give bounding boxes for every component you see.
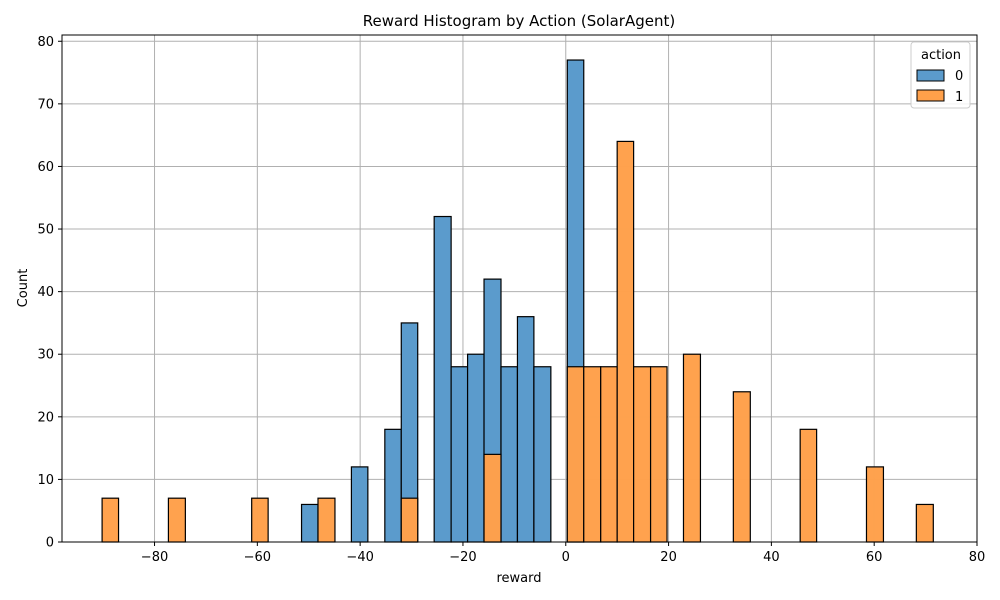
legend-label-0: 0 [955,69,963,84]
legend-swatch-0 [916,69,945,82]
x-tick-label-0: −80 [141,550,168,565]
y-tick-label-8: 80 [37,35,54,50]
y-tick-label-2: 20 [37,410,54,425]
series-1-bars [101,140,934,543]
y-axis: 0 10 20 30 40 50 60 70 80 [37,35,62,551]
bar-action-1-14 [799,428,818,543]
bar-action-1-3 [317,497,336,543]
bar-action-1-15 [865,466,885,543]
bar-action-0-10 [533,366,552,543]
bar-action-0-9 [516,316,535,543]
x-tick-label-7: 60 [866,550,883,565]
legend: action 0 1 [910,41,971,109]
y-tick-label-3: 30 [37,348,54,363]
y-tick-label-1: 10 [37,473,54,488]
bar-action-1-10 [633,366,652,543]
bar-action-1-9 [616,140,635,543]
bar-action-1-16 [915,503,934,543]
x-tick-label-1: −60 [244,550,271,565]
bar-action-0-0 [300,503,319,543]
y-tick-label-7: 70 [37,97,54,112]
y-axis-title: Count [16,269,31,308]
x-tick-label-5: 20 [660,550,677,565]
bar-action-0-4 [433,215,452,543]
bar-action-1-6 [566,366,585,543]
bar-action-0-1 [350,466,369,543]
bar-action-1-13 [732,391,751,543]
bar-action-0-8 [500,366,519,543]
plot-frame [61,34,978,543]
bar-action-0-5 [450,366,469,543]
bar-action-1-1 [167,497,186,543]
x-tick-label-6: 40 [763,550,780,565]
legend-title: action [921,48,961,63]
bar-action-1-11 [649,366,668,543]
bar-action-1-8 [600,366,618,543]
bar-action-1-5 [483,453,502,543]
bar-action-1-0 [101,497,120,543]
y-tick-label-6: 60 [37,160,54,175]
legend-swatch-1 [916,89,945,102]
y-tick-label-4: 40 [37,285,54,300]
bar-action-1-4 [400,497,419,543]
x-tick-label-3: −20 [449,550,476,565]
x-tick-label-4: 0 [562,550,570,565]
chart-title: Reward Histogram by Action (SolarAgent) [363,12,675,30]
series-0-bars [300,59,585,543]
bar-action-1-7 [583,366,602,543]
grid [62,35,977,542]
x-tick-label-8: 80 [969,550,986,565]
x-axis: −80 −60 −40 −20 0 20 40 60 80 [141,542,985,565]
bar-action-1-12 [682,353,702,543]
bar-action-0-6 [466,353,485,543]
y-tick-label-0: 0 [46,536,54,551]
x-axis-title: reward [496,571,541,586]
x-tick-label-2: −40 [346,550,373,565]
legend-label-1: 1 [955,90,963,105]
bar-action-1-2 [251,497,269,543]
y-tick-label-5: 50 [37,223,54,238]
bar-action-0-2 [384,428,402,543]
